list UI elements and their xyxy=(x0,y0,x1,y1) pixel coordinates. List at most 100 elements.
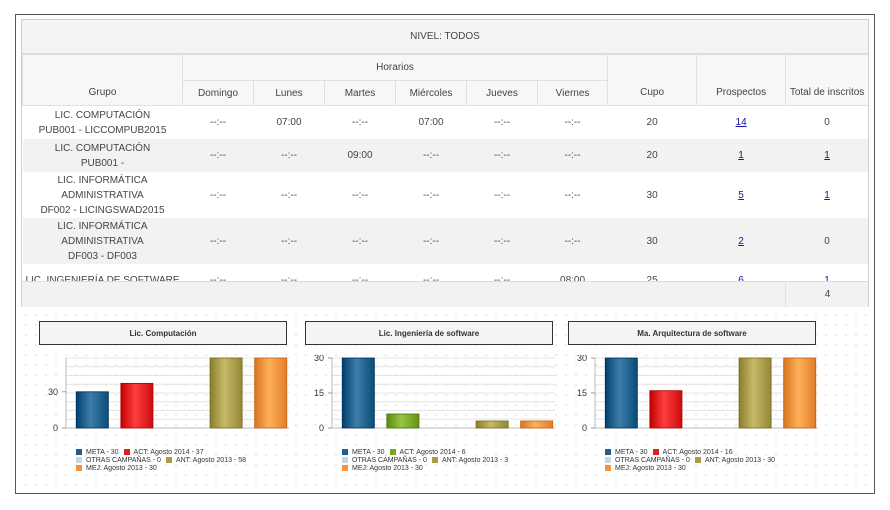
footer-total-inscritos: 4 xyxy=(785,282,869,307)
prospectos-link[interactable]: 5 xyxy=(738,189,744,201)
legend-swatch xyxy=(694,457,701,464)
grupo-line: ADMINISTRATIVA xyxy=(61,189,144,201)
bar-mej xyxy=(254,357,288,429)
chart-ingenieria-software: Lic. Ingeniería de software 0 15 30 META -… xyxy=(305,321,557,481)
table-row: LIC. INFORMÁTICA ADMINISTRATIVA DF002 - LI… xyxy=(22,172,868,218)
chart-title: Ma. Arquitectura de software xyxy=(568,321,816,345)
cell-horario: --:-- xyxy=(253,139,325,172)
legend-swatch xyxy=(431,457,438,464)
header-day: Domingo xyxy=(182,80,254,106)
bar-meta xyxy=(75,391,109,429)
prospectos-link[interactable]: 1 xyxy=(738,150,744,161)
cell-horario: --:-- xyxy=(395,139,467,172)
cell-horario: --:-- xyxy=(324,105,396,139)
table-header-row: Grupo Horarios Cupo Prospectos Total de … xyxy=(22,54,868,106)
legend-item: ACT: Agosto 2014 - 16 xyxy=(652,449,733,457)
cell-cupo: 30 xyxy=(607,172,697,218)
legend-item: ANT: Agosto 2013 - 30 xyxy=(694,457,775,465)
bar-mej xyxy=(783,357,817,429)
legend-item: ANT: Agosto 2013 - 3 xyxy=(431,457,508,465)
cell-horario: --:-- xyxy=(466,218,538,264)
grupo-line: PUB001 - xyxy=(80,157,125,169)
charts-area: Lic. Computación 0 30 META - 30 ACT: Agost… xyxy=(21,310,871,493)
cell-grupo: LIC. COMPUTACIÓN PUB001 - xyxy=(22,139,183,172)
cell-horario: --:-- xyxy=(395,218,467,264)
cell-grupo: LIC. COMPUTACIÓN PUB001 - LICCOMPUB2015 xyxy=(22,105,183,139)
header-total-inscritos: Total de inscritos xyxy=(785,54,868,106)
table-row: LIC. INGENIERÍA DE SOFTWARE --:-- --:-- --:… xyxy=(22,264,868,281)
legend-swatch xyxy=(389,449,396,456)
cell-grupo: LIC. INFORMÁTICA ADMINISTRATIVA DF002 - LI… xyxy=(22,172,183,218)
legend-item: META - 30 xyxy=(342,449,385,457)
grupo-line: PUB001 - LICCOMPUB2015 xyxy=(38,124,167,136)
grupo-line: DF003 - DF003 xyxy=(68,250,137,262)
table-row: LIC. COMPUTACIÓN PUB001 - LICCOMPUB2015 --… xyxy=(22,105,868,139)
legend-swatch xyxy=(605,465,611,472)
groups-table-scroll[interactable]: Grupo Horarios Cupo Prospectos Total de … xyxy=(22,54,868,281)
grupo-line: ADMINISTRATIVA xyxy=(61,235,144,247)
legend-label: OTRAS CAMPAÑAS - 0 xyxy=(615,457,690,464)
cell-horario: --:-- xyxy=(182,139,254,172)
cell-cupo: 20 xyxy=(607,139,697,172)
grupo-line: LIC. COMPUTACIÓN xyxy=(54,142,151,154)
legend-label: OTRAS CAMPAÑAS - 0 xyxy=(86,457,161,464)
legend-swatch xyxy=(605,457,611,464)
cell-horario: --:-- xyxy=(537,105,608,139)
cell-prospectos: 6 xyxy=(696,264,786,281)
cell-cupo: 30 xyxy=(607,218,697,264)
legend-label: META - 30 xyxy=(615,449,648,456)
y-tick-label: 30 xyxy=(577,355,587,363)
table-row: LIC. INFORMÁTICA ADMINISTRATIVA DF003 - DF… xyxy=(22,218,868,264)
cell-horario: --:-- xyxy=(466,139,538,172)
cell-horario: --:-- xyxy=(466,172,538,218)
total-inscritos-link[interactable]: 1 xyxy=(824,189,830,201)
cell-horario: --:-- xyxy=(324,218,396,264)
table-body: LIC. COMPUTACIÓN PUB001 - LICCOMPUB2015 --… xyxy=(22,105,868,281)
cell-grupo: LIC. INFORMÁTICA ADMINISTRATIVA DF003 - DF… xyxy=(22,218,183,264)
cell-horario: --:-- xyxy=(324,172,396,218)
groups-panel: NIVEL: TODOS Grupo Horarios Cupo Prospec… xyxy=(21,19,869,307)
header-grupo: Grupo xyxy=(22,54,183,106)
bar-act xyxy=(649,390,683,429)
legend-swatch xyxy=(342,449,348,456)
groups-table: Grupo Horarios Cupo Prospectos Total de … xyxy=(22,54,868,281)
grupo-line: DF002 - LICINGSWAD2015 xyxy=(40,204,165,216)
bar-ant xyxy=(475,420,509,429)
cell-horario: --:-- xyxy=(253,218,325,264)
total-inscritos-link[interactable]: 1 xyxy=(824,275,830,281)
cell-total-inscritos: 0 xyxy=(785,218,868,264)
legend-label: MEJ: Agosto 2013 - 30 xyxy=(352,465,423,472)
prospectos-link[interactable]: 14 xyxy=(735,117,747,128)
legend-label: OTRAS CAMPAÑAS - 0 xyxy=(352,457,427,464)
chart-plot: 0 15 30 xyxy=(314,355,555,433)
legend-item: MEJ: Agosto 2013 - 30 xyxy=(605,465,686,473)
legend-swatch xyxy=(123,449,130,456)
bar-mej xyxy=(520,420,554,429)
cell-horario: --:-- xyxy=(253,172,325,218)
chart-plot: 0 15 30 xyxy=(577,355,818,433)
y-tick-label: 0 xyxy=(319,423,324,433)
legend-item: ACT: Agosto 2014 - 6 xyxy=(389,449,466,457)
grupo-line: LIC. INFORMÁTICA xyxy=(57,174,148,186)
legend-label: MEJ: Agosto 2013 - 30 xyxy=(86,465,157,472)
cell-horario: 09:00 xyxy=(324,139,396,172)
header-horarios: Horarios xyxy=(181,54,609,81)
table-footer: 4 xyxy=(22,281,868,307)
total-inscritos-link[interactable]: 1 xyxy=(824,150,830,161)
legend-swatch xyxy=(342,457,348,464)
legend-item: OTRAS CAMPAÑAS - 0 xyxy=(605,457,690,465)
cell-cupo: 25 xyxy=(607,264,697,281)
cell-prospectos: 14 xyxy=(696,105,786,139)
legend-item: MEJ: Agosto 2013 - 30 xyxy=(76,465,157,473)
cell-horario: 07:00 xyxy=(253,105,325,139)
chart-title: Lic. Ingeniería de software xyxy=(305,321,553,345)
grupo-line: LIC. INGENIERÍA DE SOFTWARE xyxy=(25,275,180,281)
legend-swatch xyxy=(342,465,348,472)
legend-item: OTRAS CAMPAÑAS - 0 xyxy=(76,457,161,465)
prospectos-link[interactable]: 2 xyxy=(738,235,744,247)
chart-legend: META - 30 ACT: Agosto 2014 - 6 OTRAS CAMPA… xyxy=(342,449,562,473)
prospectos-link[interactable]: 6 xyxy=(738,275,744,281)
grupo-line: LIC. INFORMÁTICA xyxy=(57,220,148,232)
cell-horario: --:-- xyxy=(537,139,608,172)
legend-item: OTRAS CAMPAÑAS - 0 xyxy=(342,457,427,465)
